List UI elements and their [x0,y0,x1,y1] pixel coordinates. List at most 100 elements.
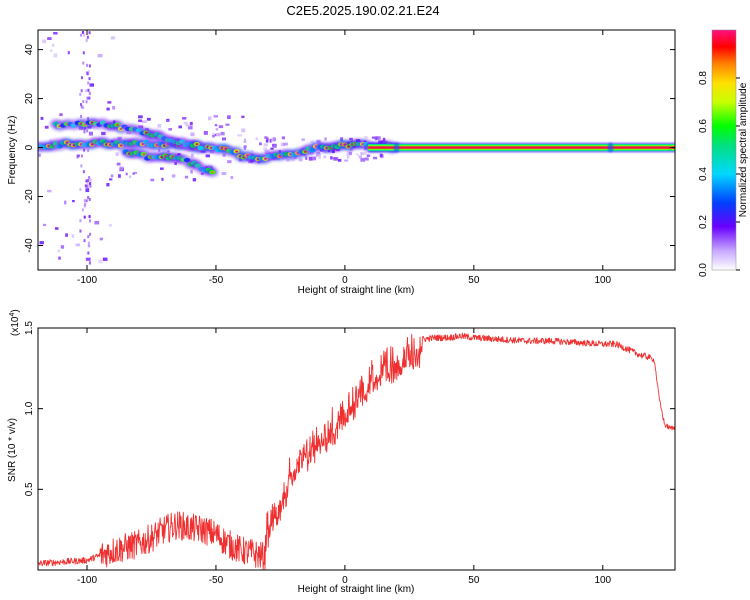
spectrogram-noise-cell [47,189,52,193]
spectrogram-noise-cell [346,154,350,159]
spectrogram-noise-cell [86,35,89,39]
spectrogram-noise-cell [159,167,164,170]
spectrogram-noise-cell [125,172,128,176]
snr-x-tick-label: 50 [468,575,480,586]
snr-x-tick-label: -100 [77,575,97,586]
spectrogram-noise-cell [85,199,88,203]
spectrogram-noise-cell [89,182,92,186]
spectrogram-noise-cell [316,151,320,155]
spectrogram-noise-cell [87,81,90,85]
spectrogram-noise-cell [42,39,47,44]
spectrogram-noise-cell [110,36,115,40]
spectrogram-noise-cell [88,197,91,201]
spectrogram-core [210,171,214,174]
spectrogram-noise-cell [182,117,187,120]
spectrogram-noise-cell [272,144,277,148]
spectrogram-noise-cell [83,33,86,37]
spectrogram-noise-cell [88,244,91,248]
spectrogram-noise-cell [375,136,378,140]
spectrogram-noise-cell [110,174,114,178]
spectrogram-noise-cell [243,146,247,151]
spectrogram-noise-cell [146,117,151,121]
spectrogram-frame [37,29,676,271]
spectrogram-noise-cell [81,208,84,212]
spectrogram-noise-cell [205,154,211,158]
spectrogram-noise-cell [107,101,112,104]
spectrogram-noise-cell [49,49,53,52]
spectrogram-noise-cell [290,158,295,162]
spectrogram-noise-cell [264,149,270,154]
spectrogram-noise-cell [285,142,288,146]
spectrogram-noise-cell [40,117,44,120]
spectrogram-mark [607,142,614,153]
spectrogram-noise-cell [207,116,212,121]
spectrogram-noise-cell [348,151,353,156]
spectrogram-noise-cell [83,199,86,203]
spectrogram-noise-cell [53,32,58,35]
spectrogram-noise-cell [83,130,86,134]
spectrogram-noise-cell [323,151,328,154]
spectrogram-noise-cell [43,223,47,227]
snr-x-axis: -100 -50 0 50 100 [77,328,612,586]
spectrogram-noise-cell [67,51,70,55]
colorbar-ticks: 0.0 0.2 0.4 0.6 0.8 [698,71,740,277]
spectrogram-noise-cell [79,103,82,107]
spectrogram-noise-cell [379,140,383,143]
spectrogram-noise-cell [358,155,363,159]
spectrogram-noise-cell [97,53,103,58]
spectrogram-noise-cell [82,31,85,35]
spectrogram-noise-cell [88,261,91,265]
spectrogram-noise-cell [167,150,170,153]
spectrogram-noise-cell [85,89,88,93]
spectrogram-noise-cell [87,88,90,92]
spectrogram-noise-cell [375,136,381,140]
spectrogram-noise-cell [263,143,269,147]
spectrogram-noise-cell [88,215,91,219]
snr-y-tick-label: 1.0 [24,401,35,415]
spectrogram-noise-cell [305,156,308,160]
snr-x-tick-label: -50 [209,575,224,586]
spectrogram-noise-cell [212,135,215,138]
spectrogram-noise-cell [227,160,232,164]
spectrogram-noise-cell [89,232,92,236]
spectrogram-noise-cell [80,76,83,80]
spectrogram-noise-cell [218,125,224,129]
spectrogram-noise-cell [221,172,227,176]
snr-scale-exponent: 4 [9,313,16,317]
spectrogram-noise-cell [372,156,378,160]
spectrogram-noise-cell [364,157,369,161]
spectrogram-noise-cell [271,137,275,142]
spectrogram-noise-cell [39,241,44,245]
spectrogram-noise-cell [227,115,231,120]
spectrogram-noise-cell [281,136,285,140]
spectrogram-noise-cell [89,178,92,182]
spectrogram-noise-cell [187,125,193,130]
spectrogram-noise-cell [76,155,79,159]
spectrogram-noise-cell [243,140,247,144]
spectrogram-noise-cell [44,125,49,129]
spectrogram-noise-cell [349,137,353,141]
snr-panel: -100 -50 0 50 100 0.5 1.0 1.5 Height of straig… [7,309,676,595]
spectrogram-noise-cell [108,224,112,227]
spectrogram-noise-cell [171,174,176,178]
spectrogram-noise-cell [82,51,85,55]
spectrogram-noise-cell [237,134,243,137]
spectrogram-noise-cell [87,70,90,74]
spectrogram-noise-cell [86,72,89,76]
spectrogram-noise-cell [220,131,225,136]
spectrogram-y-tick-label: 20 [24,93,35,105]
spectrogram-y-axis: -40 -20 0 20 40 [24,44,675,253]
spectrogram-noise-cell [87,179,90,183]
spectrogram-noise-cell [255,137,258,141]
spectrogram-noise-cell [47,37,52,40]
spectrogram-noise-cell [83,204,86,208]
spectrogram-noise-cell [102,257,108,261]
spectrogram-noise-cell [82,106,85,110]
spectrogram-noise-cell [183,121,189,125]
snr-scale-note: (x104) [9,309,21,336]
spectrogram-noise-cell [80,33,83,37]
snr-series-line [38,332,675,570]
steady-band-core [368,146,675,149]
spectrogram-noise-cell [89,219,92,223]
